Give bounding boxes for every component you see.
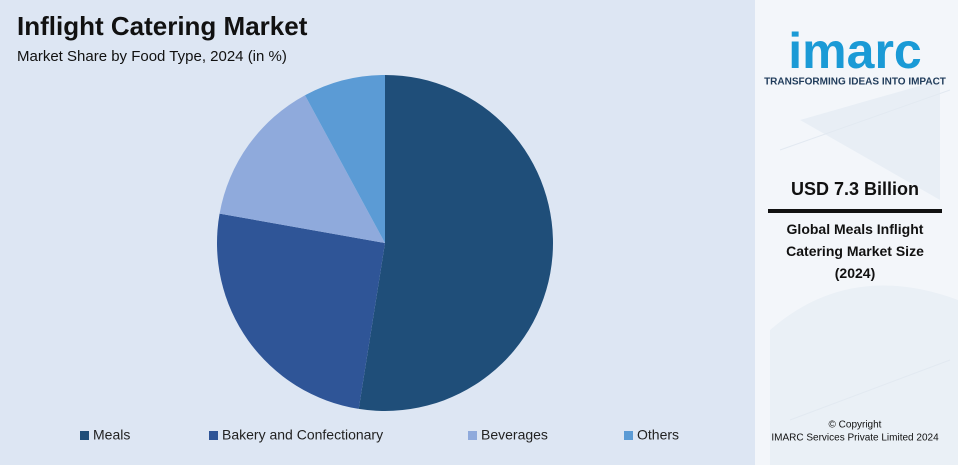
- legend-label: Meals: [93, 427, 130, 443]
- pie-slice: [216, 213, 385, 409]
- legend-label: Others: [637, 427, 679, 443]
- logo: imarc: [788, 23, 921, 79]
- headline: USD 7.3 Billion: [791, 179, 919, 199]
- legend-swatch: [80, 431, 89, 440]
- pie-slice: [358, 75, 554, 411]
- tagline: TRANSFORMING IDEAS INTO IMPACT: [764, 77, 946, 88]
- sidebar-decoration: [770, 80, 958, 465]
- legend-swatch: [468, 431, 477, 440]
- legend-swatch: [209, 431, 218, 440]
- company: IMARC Services Private Limited 2024: [771, 433, 939, 444]
- pie-slice: [219, 95, 385, 243]
- pie-slice: [304, 75, 385, 243]
- legend-label: Beverages: [481, 427, 548, 443]
- chart-title: Inflight Catering Market: [17, 11, 308, 41]
- sidebar-background: [755, 0, 958, 465]
- legend-swatch: [624, 431, 633, 440]
- divider: [768, 209, 942, 213]
- legend-label: Bakery and Confectionary: [222, 427, 383, 443]
- copyright: © Copyright: [829, 420, 882, 431]
- description: Global Meals Inflight Catering Market Siz…: [786, 221, 924, 281]
- chart-subtitle: Market Share by Food Type, 2024 (in %): [17, 48, 287, 65]
